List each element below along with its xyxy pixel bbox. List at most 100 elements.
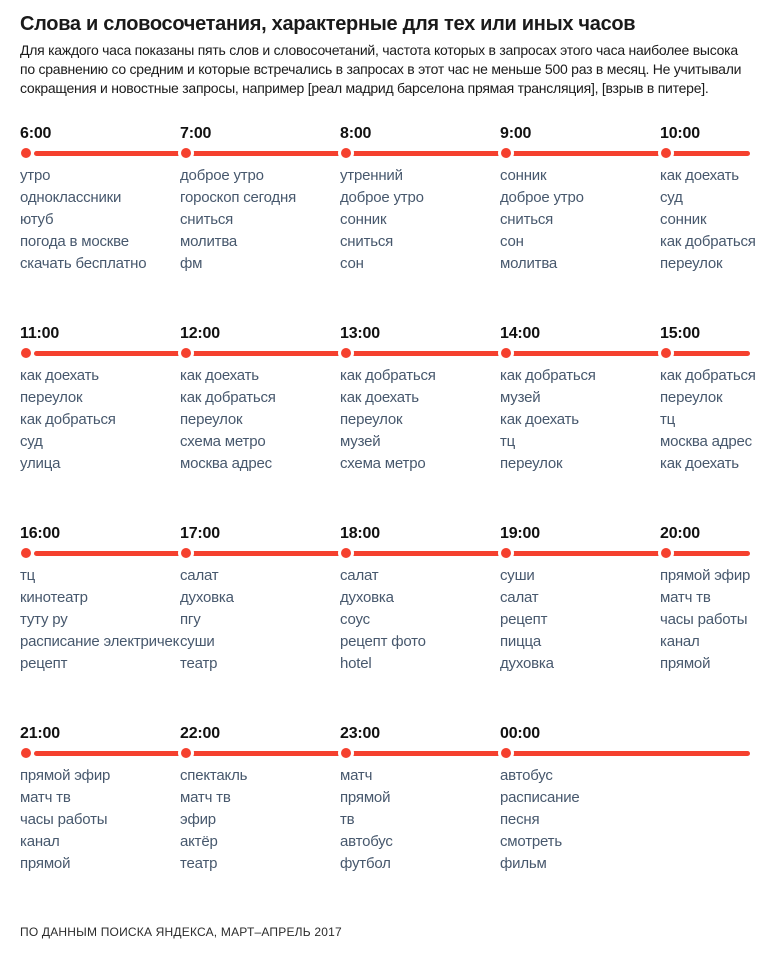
word-list: как добраться музей как доехать тц переу… bbox=[500, 365, 660, 475]
query-word: схема метро bbox=[180, 433, 266, 450]
query-word: матч тв bbox=[20, 789, 71, 806]
query-word: туту ру bbox=[20, 611, 68, 628]
query-word: салат bbox=[500, 589, 539, 606]
hour-label: 10:00 bbox=[660, 125, 700, 142]
timeline-dot bbox=[501, 348, 511, 358]
query-word: музей bbox=[500, 389, 541, 406]
time-labels: 11:00 12:00 13:00 14:00 15:00 bbox=[20, 325, 750, 343]
query-word: как добраться bbox=[660, 367, 756, 384]
query-word: сниться bbox=[500, 211, 554, 228]
timeline-line bbox=[34, 150, 750, 156]
query-word: москва адрес bbox=[180, 455, 272, 472]
query-word: фм bbox=[180, 255, 203, 272]
query-word: эфир bbox=[180, 811, 216, 828]
query-word: прямой bbox=[660, 655, 711, 672]
timeline bbox=[20, 748, 750, 758]
query-word: сонник bbox=[660, 211, 707, 228]
timeline-dot bbox=[341, 548, 351, 558]
query-word: песня bbox=[500, 811, 540, 828]
query-word: суд bbox=[20, 433, 43, 450]
hour-row-midday: 11:00 12:00 13:00 14:00 15:00 как доехат… bbox=[20, 325, 756, 475]
query-word: как доехать bbox=[500, 411, 579, 428]
query-word: прямой эфир bbox=[20, 767, 111, 784]
timeline bbox=[20, 548, 750, 558]
hour-label: 13:00 bbox=[340, 325, 380, 342]
query-word: тц bbox=[660, 411, 676, 428]
timeline-line bbox=[34, 350, 750, 356]
query-word: как доехать bbox=[340, 389, 419, 406]
query-word: прямой bbox=[340, 789, 391, 806]
query-word: молитва bbox=[180, 233, 238, 250]
timeline-dot bbox=[661, 348, 671, 358]
query-word: как доехать bbox=[660, 167, 739, 184]
description: Для каждого часа показаны пять слов и сл… bbox=[20, 42, 742, 96]
timeline-dot bbox=[501, 548, 511, 558]
query-word: прямой bbox=[20, 855, 71, 872]
query-word: погода в москве bbox=[20, 233, 129, 250]
query-word: часы работы bbox=[20, 811, 108, 828]
query-word: переулок bbox=[20, 389, 83, 406]
query-word: автобус bbox=[500, 767, 553, 784]
timeline bbox=[20, 148, 750, 158]
word-columns: тц кинотеатр туту ру расписание электрич… bbox=[20, 565, 750, 675]
query-word: расписание bbox=[500, 789, 580, 806]
hour-label: 18:00 bbox=[340, 525, 380, 542]
hour-label: 17:00 bbox=[180, 525, 220, 542]
word-list: как добраться переулок тц москва адрес к… bbox=[660, 365, 756, 475]
timeline-dot bbox=[341, 148, 351, 158]
word-list bbox=[660, 765, 750, 875]
query-word: духовка bbox=[340, 589, 394, 606]
query-word: сонник bbox=[500, 167, 547, 184]
query-word: канал bbox=[660, 633, 700, 650]
hour-label: 7:00 bbox=[180, 125, 212, 142]
timeline-dot bbox=[661, 148, 671, 158]
query-word: духовка bbox=[180, 589, 234, 606]
timeline-dot bbox=[181, 548, 191, 558]
hour-label: 6:00 bbox=[20, 125, 52, 142]
hour-label: 12:00 bbox=[180, 325, 220, 342]
query-word: одноклассники bbox=[20, 189, 122, 206]
time-labels: 21:00 22:00 23:00 00:00 bbox=[20, 725, 750, 743]
word-list: прямой эфир матч тв часы работы канал пр… bbox=[20, 765, 180, 875]
timeline-dot bbox=[21, 148, 31, 158]
query-word: молитва bbox=[500, 255, 558, 272]
timeline-dot bbox=[181, 748, 191, 758]
timeline-dot bbox=[661, 548, 671, 558]
query-word: соус bbox=[340, 611, 370, 628]
query-word: фильм bbox=[500, 855, 547, 872]
timeline-dot bbox=[21, 348, 31, 358]
query-word: пицца bbox=[500, 633, 542, 650]
query-word: часы работы bbox=[660, 611, 748, 628]
query-word: суши bbox=[180, 633, 215, 650]
hour-label: 16:00 bbox=[20, 525, 60, 542]
query-word: как добраться bbox=[500, 367, 596, 384]
word-list: салат духовка пгу суши театр bbox=[180, 565, 340, 675]
query-word: тц bbox=[500, 433, 516, 450]
query-word: сниться bbox=[340, 233, 394, 250]
query-word: схема метро bbox=[340, 455, 426, 472]
hour-label bbox=[660, 725, 750, 743]
query-word: театр bbox=[180, 855, 218, 872]
query-word: матч тв bbox=[180, 789, 231, 806]
query-word: спектакль bbox=[180, 767, 248, 784]
query-word: hotel bbox=[340, 655, 372, 672]
query-word: актёр bbox=[180, 833, 218, 850]
word-list: сонник доброе утро сниться сон молитва bbox=[500, 165, 660, 275]
query-word: сон bbox=[340, 255, 364, 272]
hour-row-morning: 6:00 7:00 8:00 9:00 10:00 утро однокласс… bbox=[20, 125, 756, 275]
hour-label: 9:00 bbox=[500, 125, 532, 142]
query-word: суд bbox=[660, 189, 683, 206]
word-columns: как доехать переулок как добраться суд у… bbox=[20, 365, 756, 475]
time-labels: 6:00 7:00 8:00 9:00 10:00 bbox=[20, 125, 750, 143]
word-list: как доехать переулок как добраться суд у… bbox=[20, 365, 180, 475]
query-word: сон bbox=[500, 233, 524, 250]
query-word: салат bbox=[180, 567, 219, 584]
word-list: салат духовка соус рецепт фото hotel bbox=[340, 565, 500, 675]
timeline-dot bbox=[341, 348, 351, 358]
query-word: рецепт фото bbox=[340, 633, 426, 650]
query-word: переулок bbox=[660, 255, 723, 272]
hour-label: 8:00 bbox=[340, 125, 372, 142]
timeline-dot bbox=[501, 148, 511, 158]
word-columns: утро одноклассники ютуб погода в москве … bbox=[20, 165, 756, 275]
query-word: матч bbox=[340, 767, 373, 784]
